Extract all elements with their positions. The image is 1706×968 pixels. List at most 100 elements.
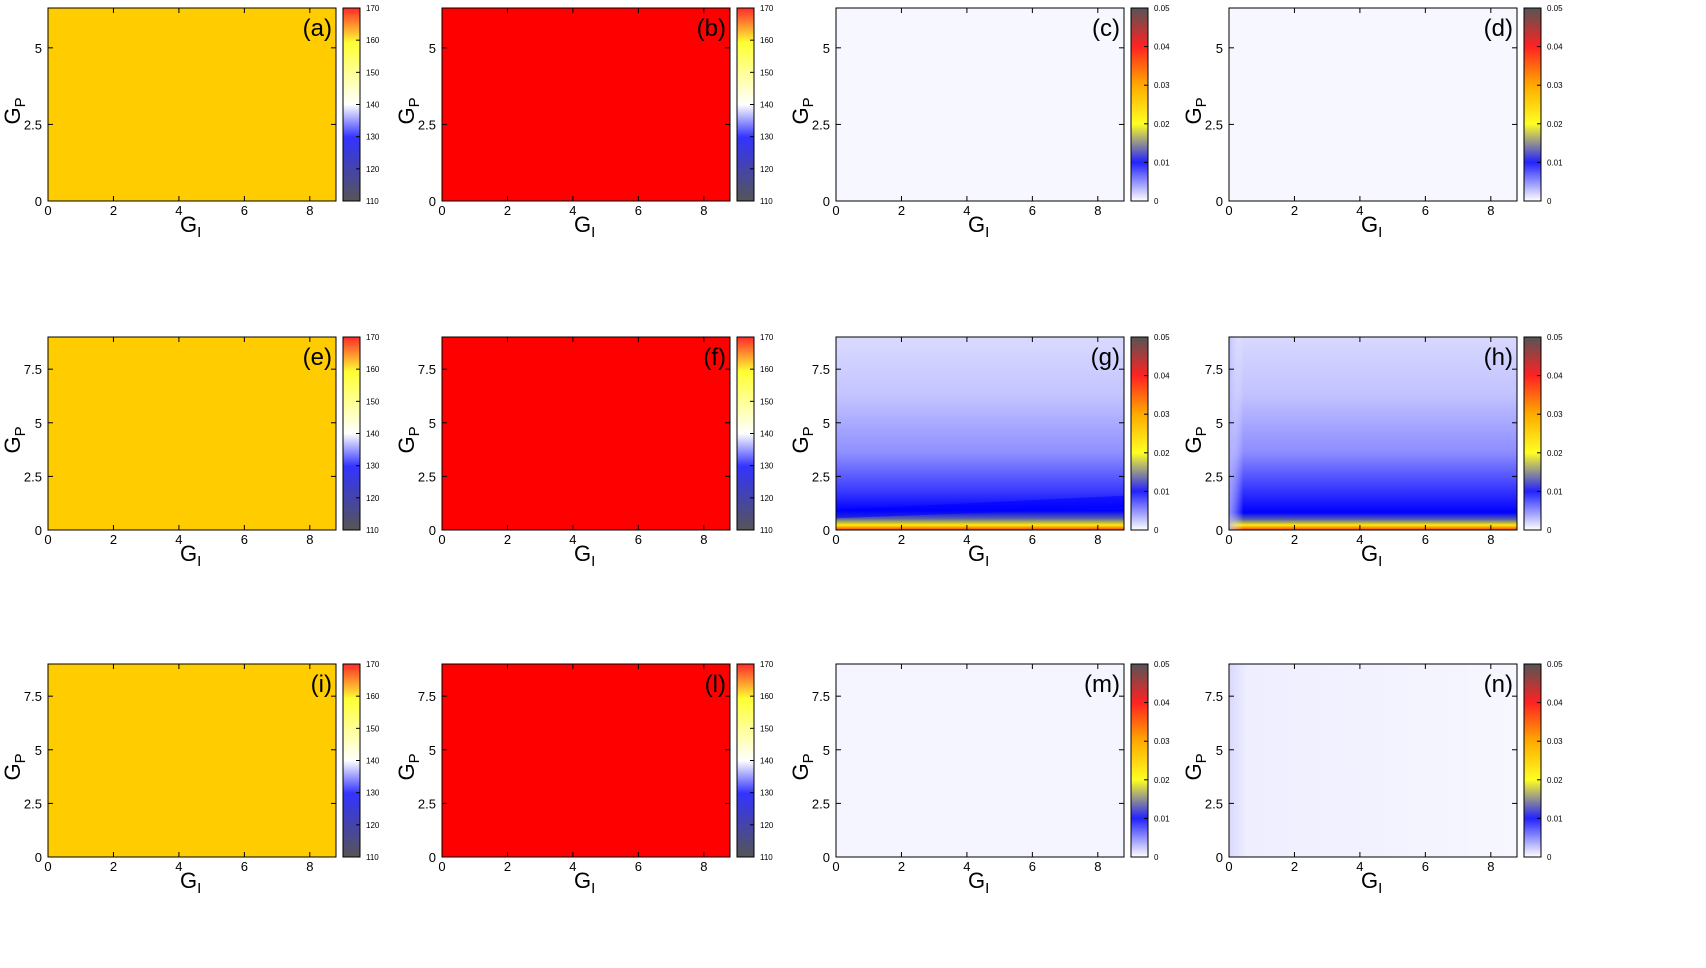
plot-frame — [1228, 663, 1518, 858]
colorbar-tick-label: 130 — [760, 133, 774, 142]
panel-e: 0 2 4 6 802.557.5GIGP(e)11012013014015016017… — [0, 333, 380, 570]
colorbar-tick-label: 140 — [366, 430, 380, 439]
y-axis-label-sub: P — [1193, 753, 1210, 763]
colorbar-tick-label: 170 — [760, 4, 774, 13]
colorbar-tick-label: 110 — [760, 526, 773, 535]
x-axis-label-sub: I — [1378, 880, 1382, 897]
y-axis-label-main: G — [788, 107, 813, 124]
colorbar-tick-label: 0 — [1547, 197, 1552, 206]
x-tick-label: 6 — [1422, 859, 1429, 874]
heatmap-band — [836, 495, 1124, 519]
x-tick-label: 6 — [1029, 532, 1036, 547]
x-tick-label: 8 — [306, 532, 313, 547]
x-tick-label: 4 — [963, 859, 970, 874]
x-tick-label: 6 — [241, 203, 248, 218]
y-axis-label-sub: P — [406, 753, 423, 763]
y-axis-label: GP — [394, 426, 423, 453]
panel-m: 0 2 4 6 802.557.5GIGP(m)00.010.020.030.040.0… — [788, 660, 1170, 897]
heatmap-field — [442, 337, 730, 530]
x-tick-label: 2 — [110, 859, 117, 874]
y-tick-label: 0 — [429, 523, 436, 538]
y-tick-label: 7.5 — [418, 362, 436, 377]
y-axis-label: GP — [1181, 426, 1210, 453]
y-axis-label-sub: P — [406, 97, 423, 107]
colorbar-tick-label: 0 — [1547, 526, 1552, 535]
x-axis-label-main: G — [968, 212, 985, 237]
x-tick-label: 0 — [438, 532, 445, 547]
x-axis-label-main: G — [968, 541, 985, 566]
colorbar-tick-label: 0.02 — [1154, 449, 1170, 458]
heatmap-field — [442, 8, 730, 201]
x-tick-label: 4 — [175, 532, 182, 547]
y-axis-label-sub: P — [800, 753, 817, 763]
y-tick-label: 0 — [823, 850, 830, 865]
x-axis-label-sub: I — [197, 224, 201, 241]
x-axis-label: GI — [1361, 541, 1382, 570]
plot-frame — [1228, 7, 1518, 202]
x-tick-label: 6 — [635, 859, 642, 874]
colorbar-tick-label: 0.02 — [1547, 120, 1563, 129]
colorbar-tick-label: 140 — [760, 430, 774, 439]
x-tick-label: 2 — [110, 203, 117, 218]
y-axis-label: GP — [1181, 97, 1210, 124]
colorbar-tick-label: 170 — [366, 333, 380, 342]
y-tick-label: 2.5 — [24, 796, 42, 811]
panel-label: (n) — [1484, 671, 1513, 698]
y-axis-label: GP — [394, 97, 423, 124]
colorbar-tick-label: 160 — [760, 692, 774, 701]
y-tick-label: 0 — [823, 523, 830, 538]
x-tick-label: 0 — [1225, 532, 1232, 547]
colorbar-tick-label: 130 — [366, 133, 380, 142]
colorbar-tick-label: 120 — [760, 494, 774, 503]
panel-label: (m) — [1084, 671, 1120, 698]
x-axis-label-sub: I — [591, 880, 595, 897]
y-tick-label: 0 — [35, 523, 42, 538]
heatmap-field — [836, 8, 1124, 201]
panel-label: (d) — [1484, 15, 1513, 42]
x-axis-label-main: G — [180, 212, 197, 237]
colorbar-tick-label: 0.01 — [1154, 158, 1170, 167]
y-axis-label-sub: P — [800, 426, 817, 436]
colorbar-tick-label: 0.04 — [1154, 43, 1170, 52]
colorbar-tick-label: 0.05 — [1154, 660, 1170, 669]
y-tick-label: 7.5 — [1205, 689, 1223, 704]
y-tick-label: 5 — [823, 743, 830, 758]
x-axis-label: GI — [574, 212, 595, 241]
y-axis-label: GP — [0, 753, 29, 780]
colorbar-tick-label: 150 — [366, 68, 380, 77]
colorbar-tick-label: 120 — [366, 494, 380, 503]
colorbar-tick-label: 0.01 — [1547, 487, 1563, 496]
colorbar-tick-label: 160 — [366, 365, 380, 374]
colorbar — [1130, 336, 1149, 531]
plot-frame — [835, 7, 1125, 202]
y-axis-label-main: G — [0, 107, 25, 124]
colorbar-tick-label: 140 — [366, 757, 380, 766]
heatmap-field — [48, 8, 336, 201]
x-tick-label: 0 — [832, 859, 839, 874]
panel-label: (a) — [303, 15, 332, 42]
y-tick-label: 5 — [35, 743, 42, 758]
colorbar-tick-label: 0.04 — [1547, 699, 1563, 708]
panel-label: (l) — [705, 671, 726, 698]
x-tick-label: 4 — [175, 203, 182, 218]
y-axis-label-sub: P — [406, 426, 423, 436]
x-tick-label: 4 — [1356, 532, 1363, 547]
x-tick-label: 8 — [306, 203, 313, 218]
x-tick-label: 4 — [1356, 203, 1363, 218]
colorbar-tick-label: 160 — [760, 365, 774, 374]
colorbar — [1523, 663, 1542, 858]
y-axis-label-main: G — [0, 763, 25, 780]
y-tick-label: 5 — [35, 41, 42, 56]
x-tick-label: 0 — [832, 532, 839, 547]
heatmap-field — [442, 664, 730, 857]
y-tick-label: 2.5 — [24, 117, 42, 132]
colorbar-tick-label: 0.03 — [1547, 81, 1563, 90]
colorbar-tick-label: 110 — [366, 853, 379, 862]
y-tick-label: 7.5 — [1205, 362, 1223, 377]
y-axis-label-main: G — [394, 107, 419, 124]
panel-label: (f) — [703, 344, 726, 371]
y-tick-label: 2.5 — [418, 796, 436, 811]
